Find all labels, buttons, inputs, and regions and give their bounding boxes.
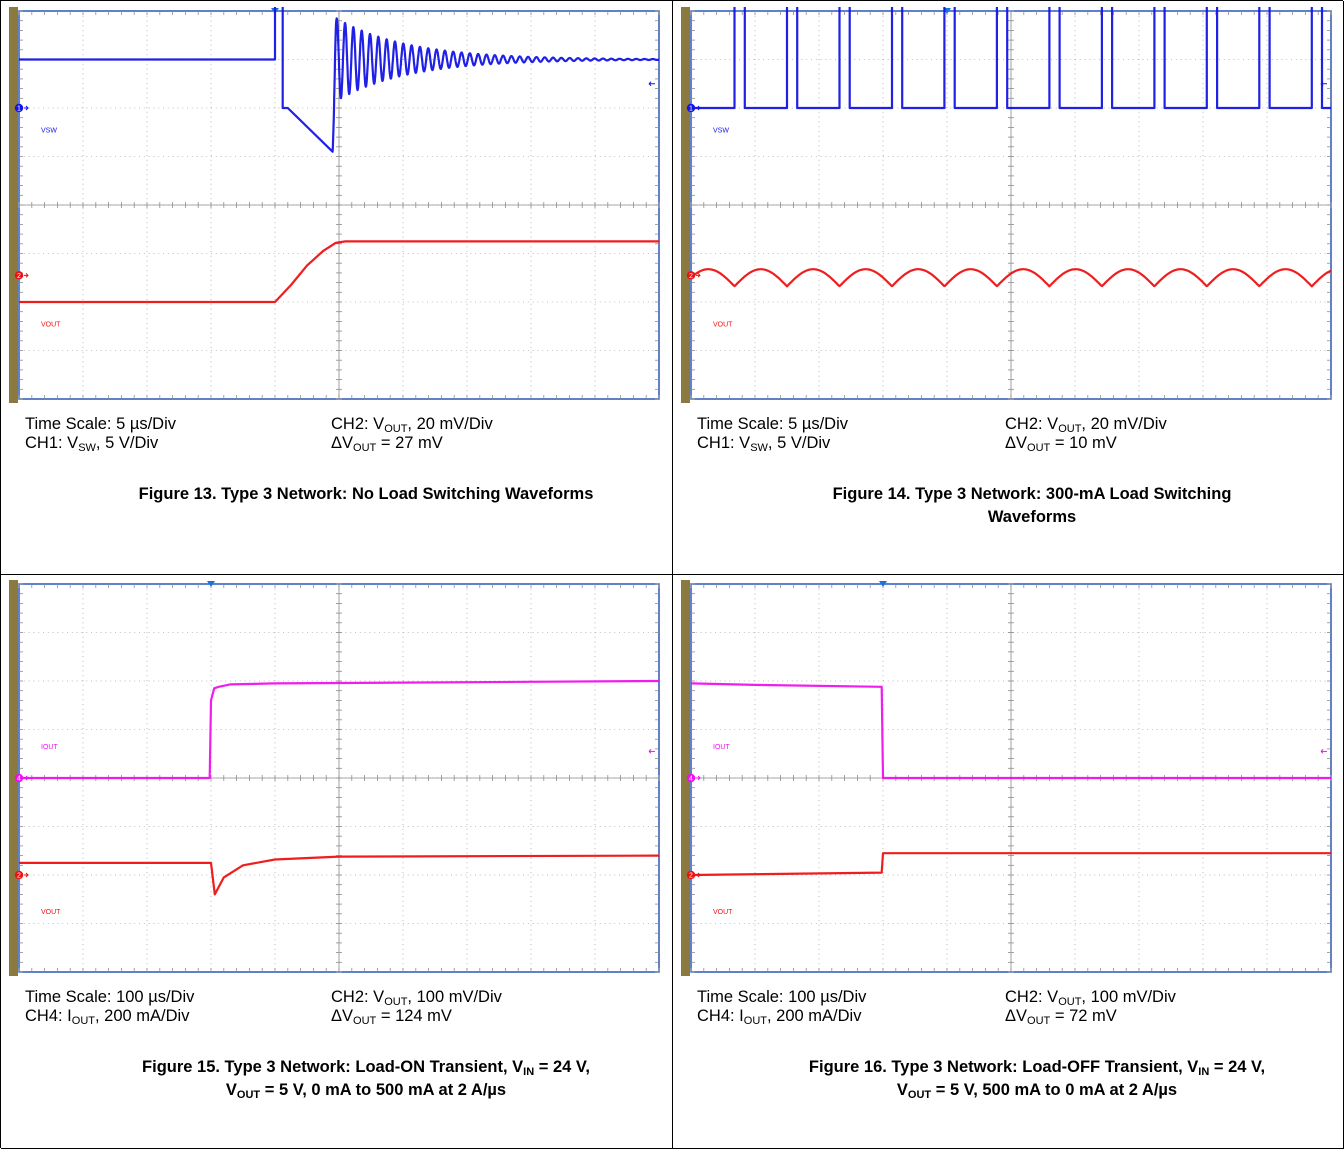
channel-label-vout: VOUT	[41, 321, 61, 328]
channel-label-iout: IOUT	[713, 744, 730, 751]
trigger-marker	[207, 581, 215, 587]
scope-ticks	[690, 583, 1332, 973]
caption-channel4: CH4: IOUT, 200 mA/Div	[697, 1007, 862, 1027]
channel-marker-arrow	[24, 872, 29, 878]
caption-channel2: CH2: VOUT, 20 mV/Div	[331, 415, 493, 435]
trigger-level-arrow	[648, 748, 655, 754]
figure-cell-13: 1 VSW 2 VOUT Time Scale: 5 µs/Div CH1: VSW,…	[1, 1, 673, 575]
channel-marker-arrow	[24, 105, 29, 111]
trace-ch2-vout	[690, 268, 1332, 288]
caption-time-scale: Time Scale: 5 µs/Div	[25, 415, 177, 433]
trigger-level-arrow	[1320, 748, 1327, 754]
channel-label-iout: IOUT	[41, 744, 58, 751]
caption-channel1: CH1: VSW, 5 V/Div	[25, 434, 159, 454]
trigger-level-arrow	[648, 81, 655, 87]
channel-marker-number: 2	[689, 873, 693, 880]
channel-label-vsw: VSW	[41, 127, 57, 134]
channel-label-vout: VOUT	[713, 321, 733, 328]
scope-screen: 1 VSW 2 VOUT	[9, 7, 663, 403]
channel-marker-number: 4	[17, 776, 21, 783]
channel-marker-arrow	[24, 775, 29, 781]
channel-marker-number: 1	[17, 106, 21, 113]
channel-label-vout: VOUT	[713, 909, 733, 916]
channel-marker-arrow	[696, 775, 701, 781]
figure-title-line1: Figure 14. Type 3 Network: 300-mA Load S…	[832, 485, 1232, 503]
trace-ch1-vsw	[19, 7, 660, 153]
channel-marker-4	[686, 773, 696, 783]
scope-ticks	[18, 583, 660, 973]
channel-label-vsw: VSW	[713, 127, 729, 134]
scope-bezel	[681, 580, 690, 976]
channel-marker-arrow	[696, 872, 701, 878]
figure-title-line2: VOUT = 5 V, 0 mA to 500 mA at 2 A/µs	[225, 1081, 507, 1101]
channel-marker-4	[14, 773, 24, 783]
figure-title-line2: VOUT = 5 V, 500 mA to 0 mA at 2 A/µs	[896, 1081, 1178, 1101]
channel-marker-1	[686, 103, 696, 113]
trigger-level-arrow	[1320, 81, 1327, 87]
figure-cell-14: 1 VSW 2 VOUT Time Scale: 5 µs/Div CH1: VSW,…	[672, 1, 1344, 575]
scope-ticks	[690, 10, 1332, 400]
caption-delta-v: ΔVOUT = 27 mV	[331, 434, 443, 454]
figure-title: Figure 14. Type 3 Network: 300-mA Load S…	[712, 483, 1344, 529]
trace-ch2-vout	[19, 854, 660, 896]
channel-marker-2	[686, 870, 696, 880]
figure-title-line1: Figure 13. Type 3 Network: No Load Switc…	[138, 485, 594, 503]
channel-marker-arrow	[696, 105, 701, 111]
figure-title: Figure 16. Type 3 Network: Load-OFF Tran…	[712, 1056, 1344, 1102]
caption-channel2: CH2: VOUT, 100 mV/Div	[1005, 988, 1176, 1008]
scope-screen: 1 VSW 2 VOUT	[681, 7, 1335, 403]
scope-plot: 4 IOUT 2 VOUT	[9, 580, 660, 976]
channel-marker-number: 2	[17, 873, 21, 880]
figure-title: Figure 13. Type 3 Network: No Load Switc…	[41, 483, 691, 506]
caption-channel2: CH2: VOUT, 100 mV/Div	[331, 988, 502, 1008]
scope-plot: 4 IOUT 2 VOUT	[681, 580, 1332, 976]
caption-delta-v: ΔVOUT = 124 mV	[331, 1007, 452, 1027]
scope-plot: 1 VSW 2 VOUT	[681, 7, 1332, 403]
channel-marker-number: 4	[689, 776, 693, 783]
caption-channel1: CH1: VSW, 5 V/Div	[697, 434, 831, 454]
caption-channel4: CH4: IOUT, 200 mA/Div	[25, 1007, 190, 1027]
scope-plot: 1 VSW 2 VOUT	[9, 7, 660, 403]
caption-channel2: CH2: VOUT, 20 mV/Div	[1005, 415, 1167, 435]
trace-ch4-iout	[19, 679, 660, 780]
scope-bezel	[9, 7, 18, 403]
trace-ch4-iout	[690, 682, 1331, 780]
figure-title-line2: Waveforms	[987, 508, 1077, 526]
caption-time-scale: Time Scale: 100 µs/Div	[697, 988, 867, 1006]
trigger-marker	[879, 581, 887, 587]
caption-time-scale: Time Scale: 100 µs/Div	[25, 988, 195, 1006]
scope-bezel	[9, 580, 18, 976]
caption-delta-v: ΔVOUT = 72 mV	[1005, 1007, 1117, 1027]
scope-screen: 4 IOUT 2 VOUT	[9, 580, 663, 976]
channel-marker-arrow	[24, 272, 29, 278]
caption-time-scale: Time Scale: 5 µs/Div	[697, 415, 849, 433]
trace-ch2-vout	[690, 852, 1331, 877]
channel-marker-2	[686, 271, 696, 280]
scope-bezel	[681, 7, 690, 403]
figure-title-line1: Figure 16. Type 3 Network: Load-OFF Tran…	[808, 1058, 1266, 1078]
channel-marker-arrow	[696, 272, 701, 278]
channel-marker-number: 2	[689, 273, 693, 280]
channel-marker-1	[14, 103, 24, 113]
figure-cell-16: 4 IOUT 2 VOUT Time Scale: 100 µs/Div CH4: I…	[672, 574, 1344, 1149]
figure-title: Figure 15. Type 3 Network: Load-ON Trans…	[41, 1056, 691, 1102]
channel-marker-number: 1	[689, 106, 693, 113]
channel-marker-2	[14, 870, 24, 880]
trace-ch1-vsw	[691, 7, 1331, 110]
scope-screen: 4 IOUT 2 VOUT	[681, 580, 1335, 976]
channel-marker-number: 2	[17, 273, 21, 280]
trace-ch2-vout	[19, 240, 659, 304]
figure-cell-15: 4 IOUT 2 VOUT Time Scale: 100 µs/Div CH4: I…	[1, 574, 673, 1149]
channel-label-vout: VOUT	[41, 909, 61, 916]
caption-delta-v: ΔVOUT = 10 mV	[1005, 434, 1117, 454]
channel-marker-2	[14, 271, 24, 280]
figure-title-line1: Figure 15. Type 3 Network: Load-ON Trans…	[142, 1058, 590, 1078]
